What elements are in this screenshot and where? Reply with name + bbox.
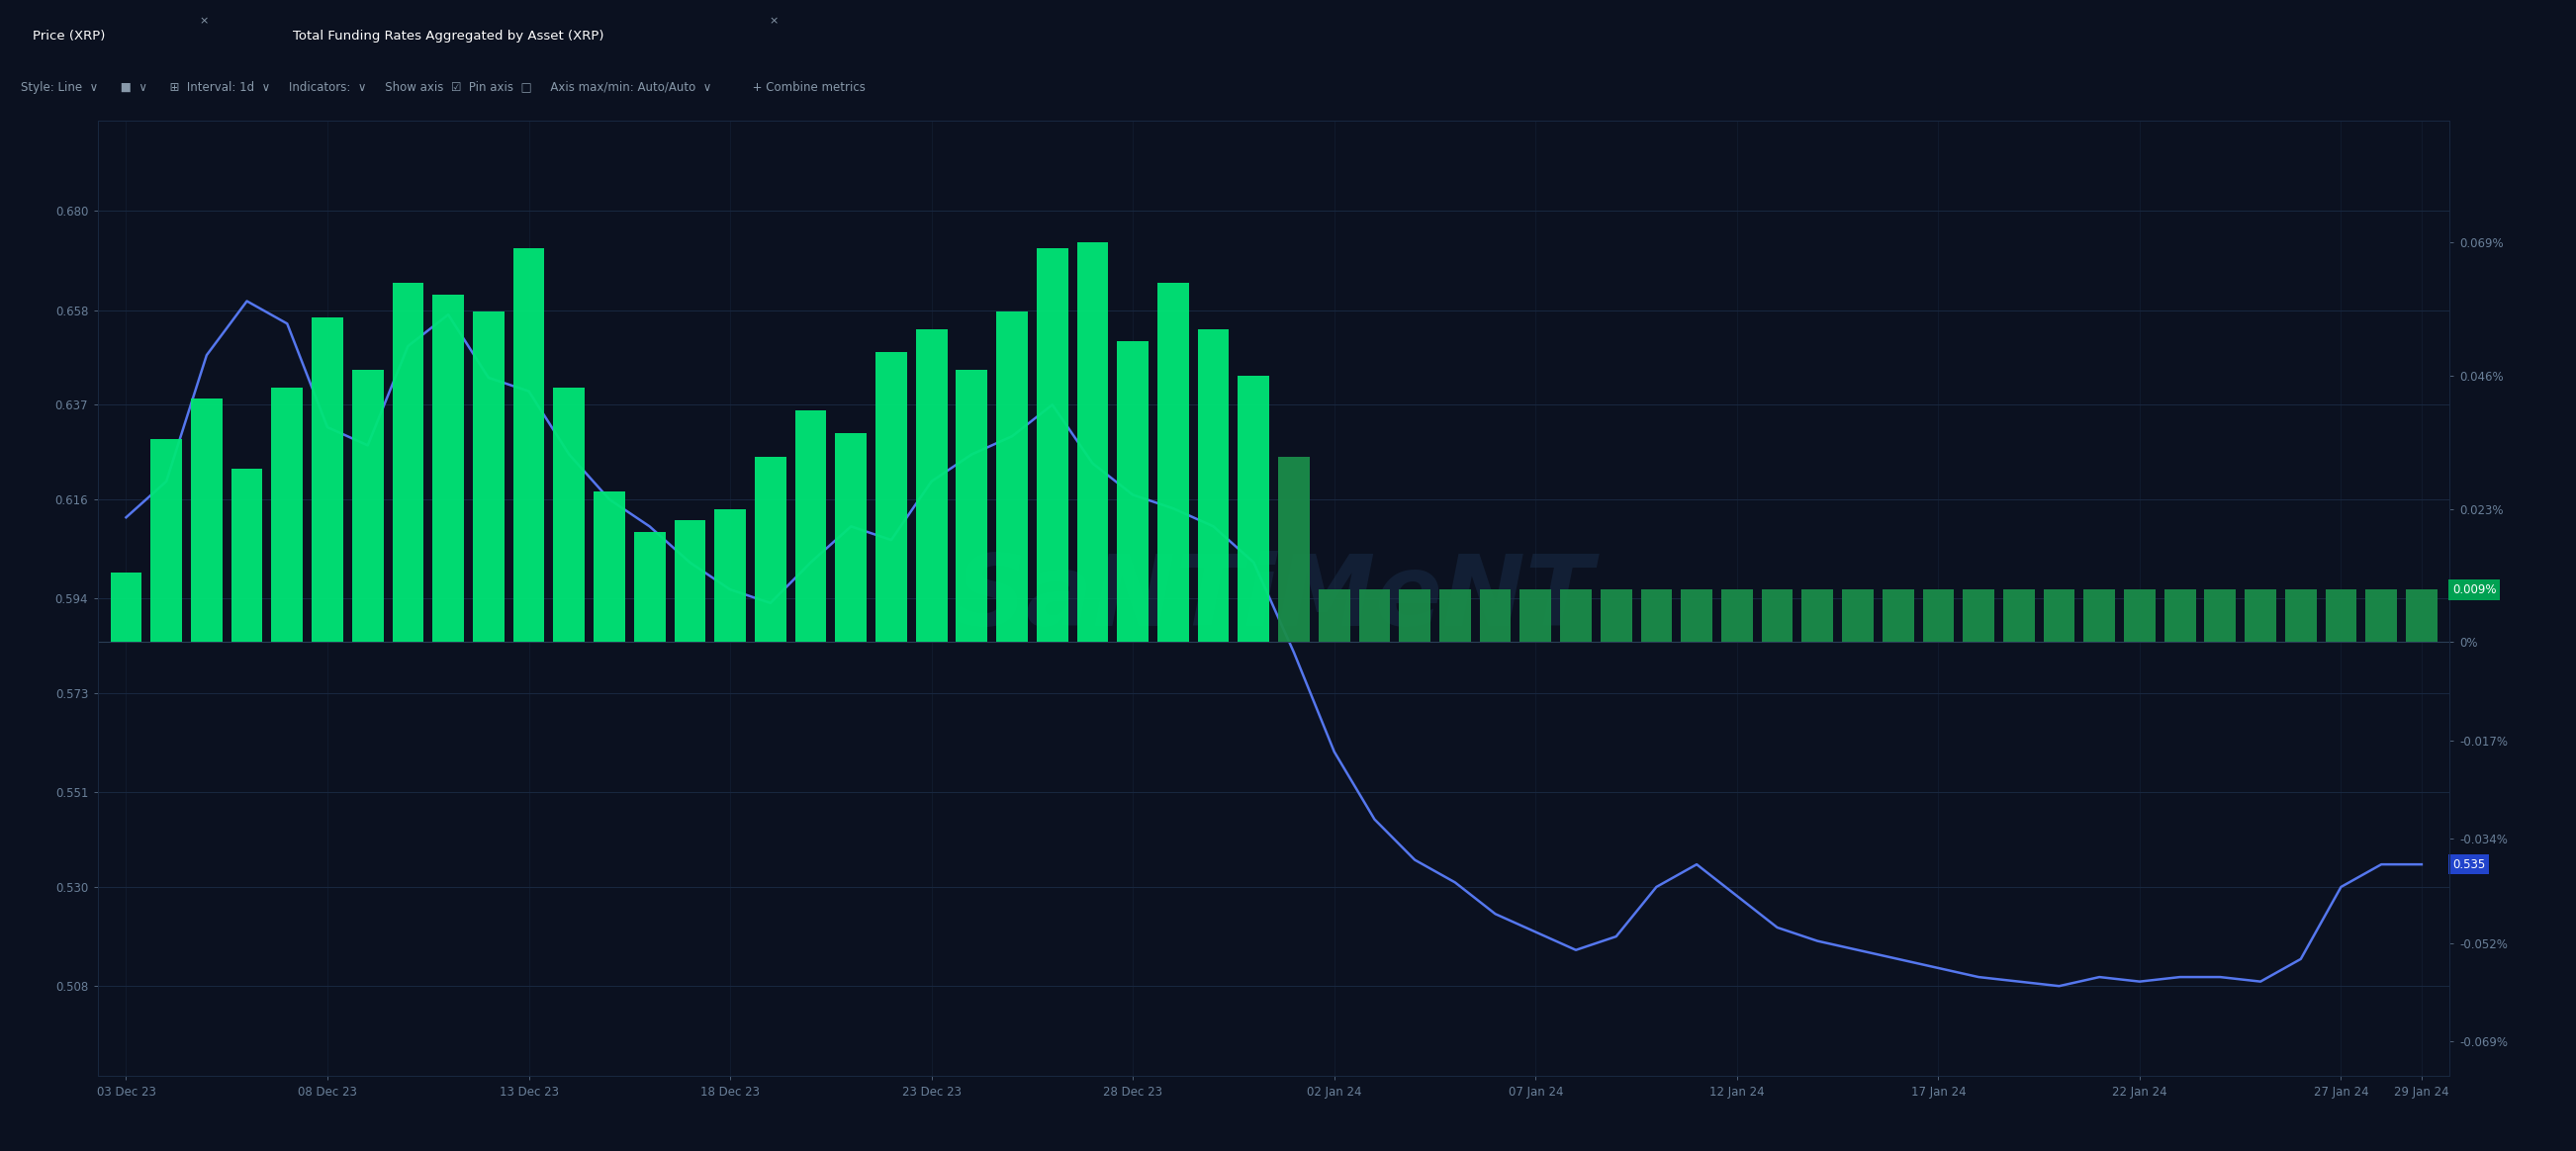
Bar bbox=[1801, 589, 1834, 642]
Bar bbox=[513, 249, 544, 642]
Bar bbox=[1440, 589, 1471, 642]
Bar bbox=[2326, 589, 2357, 642]
Bar bbox=[554, 387, 585, 642]
Text: Style: Line  ∨      ■  ∨      ⊞  Interval: 1d  ∨     Indicators:  ∨     Show axi: Style: Line ∨ ■ ∨ ⊞ Interval: 1d ∨ Indic… bbox=[21, 81, 866, 94]
Bar bbox=[191, 398, 222, 642]
Bar bbox=[634, 532, 665, 642]
Bar bbox=[111, 572, 142, 642]
Bar bbox=[997, 312, 1028, 642]
Bar bbox=[1077, 243, 1108, 642]
Bar bbox=[1842, 589, 1873, 642]
Text: SaNTiMeNT: SaNTiMeNT bbox=[956, 550, 1592, 647]
Bar bbox=[1036, 249, 1069, 642]
Bar bbox=[1883, 589, 1914, 642]
Bar bbox=[876, 352, 907, 642]
Bar bbox=[433, 295, 464, 642]
Bar bbox=[1520, 589, 1551, 642]
Bar bbox=[1561, 589, 1592, 642]
Bar bbox=[1358, 589, 1391, 642]
Bar bbox=[755, 457, 786, 642]
Bar bbox=[1319, 589, 1350, 642]
Text: 0.009%: 0.009% bbox=[2452, 584, 2496, 596]
Bar bbox=[2406, 589, 2437, 642]
Bar bbox=[1600, 589, 1631, 642]
Bar bbox=[2365, 589, 2398, 642]
Bar bbox=[2084, 589, 2115, 642]
Bar bbox=[1721, 589, 1752, 642]
Bar bbox=[232, 468, 263, 642]
Bar bbox=[1239, 375, 1270, 642]
Bar bbox=[917, 329, 948, 642]
Bar bbox=[1278, 457, 1309, 642]
Bar bbox=[2004, 589, 2035, 642]
Text: Price (XRP): Price (XRP) bbox=[33, 29, 106, 43]
Bar bbox=[1922, 589, 1955, 642]
Bar bbox=[2043, 589, 2074, 642]
Bar bbox=[956, 369, 987, 642]
Bar bbox=[796, 411, 827, 642]
Bar bbox=[1762, 589, 1793, 642]
Bar bbox=[2125, 589, 2156, 642]
Bar bbox=[2285, 589, 2316, 642]
Bar bbox=[1399, 589, 1430, 642]
Bar bbox=[270, 387, 304, 642]
Bar bbox=[2164, 589, 2195, 642]
Bar bbox=[675, 520, 706, 642]
Bar bbox=[149, 440, 183, 642]
Bar bbox=[1198, 329, 1229, 642]
Bar bbox=[353, 369, 384, 642]
Bar bbox=[392, 283, 422, 642]
Bar bbox=[312, 318, 343, 642]
Bar bbox=[1479, 589, 1512, 642]
Bar bbox=[1641, 589, 1672, 642]
Bar bbox=[2244, 589, 2277, 642]
Bar bbox=[592, 491, 626, 642]
Bar bbox=[474, 312, 505, 642]
Text: Total Funding Rates Aggregated by Asset (XRP): Total Funding Rates Aggregated by Asset … bbox=[291, 29, 603, 43]
Text: ×: × bbox=[770, 16, 778, 26]
Bar bbox=[2205, 589, 2236, 642]
Bar bbox=[1118, 341, 1149, 642]
Bar bbox=[714, 509, 747, 642]
Bar bbox=[1963, 589, 1994, 642]
Text: ×: × bbox=[198, 16, 209, 26]
Bar bbox=[835, 434, 866, 642]
Text: 0.535: 0.535 bbox=[2452, 857, 2486, 871]
Bar bbox=[1682, 589, 1713, 642]
Bar bbox=[1157, 283, 1190, 642]
